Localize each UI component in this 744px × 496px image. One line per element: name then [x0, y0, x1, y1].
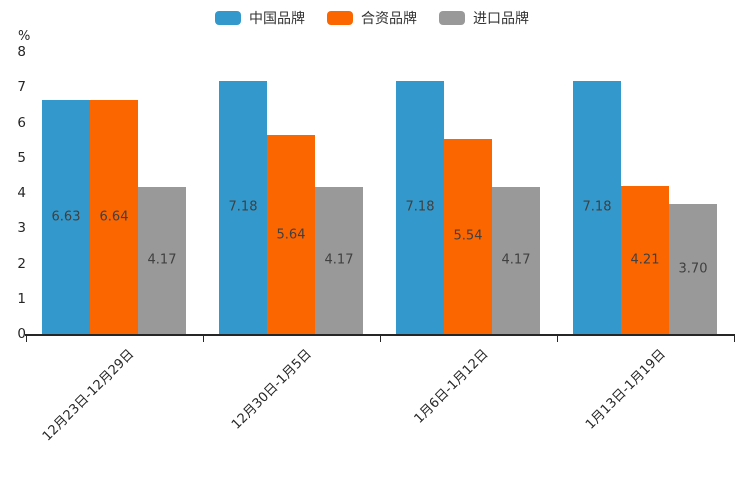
- y-tick-label: 3: [17, 220, 26, 237]
- legend-swatch-icon: [215, 11, 241, 25]
- legend-item-1[interactable]: 合资品牌: [327, 8, 417, 28]
- bar-value-label: 4.17: [501, 252, 531, 268]
- bar-value-label: 5.54: [453, 228, 483, 244]
- x-category-label: 12月23日-12月29日: [39, 346, 138, 445]
- bar-value-label: 4.21: [630, 252, 660, 268]
- legend: 中国品牌 合资品牌 进口品牌: [0, 8, 744, 28]
- bar-value-label: 4.17: [147, 252, 177, 268]
- bar-中国品牌-1[interactable]: 7.18: [219, 80, 267, 334]
- x-axis-tick: [379, 336, 381, 342]
- bar-value-label: 7.18: [228, 199, 258, 215]
- bar-中国品牌-2[interactable]: 7.18: [396, 80, 444, 334]
- bar-value-label: 4.17: [324, 252, 354, 268]
- bar-value-label: 6.64: [99, 209, 129, 225]
- bar-进口品牌-1[interactable]: 4.17: [315, 187, 363, 334]
- y-tick-label: 5: [17, 149, 26, 166]
- y-tick-label: 1: [17, 290, 26, 307]
- bar-value-label: 7.18: [582, 199, 612, 215]
- x-category-label: 1月6日-1月12日: [411, 346, 492, 427]
- bar-中国品牌-0[interactable]: 6.63: [42, 100, 90, 334]
- y-axis-unit-label: %: [18, 29, 31, 44]
- bar-进口品牌-2[interactable]: 4.17: [492, 187, 540, 334]
- legend-swatch-icon: [439, 11, 465, 25]
- bar-中国品牌-3[interactable]: 7.18: [573, 80, 621, 334]
- x-axis-tick: [733, 336, 735, 342]
- x-category-label: 1月13日-1月19日: [582, 346, 669, 433]
- bar-value-label: 6.63: [51, 209, 81, 225]
- legend-item-2[interactable]: 进口品牌: [439, 8, 529, 28]
- y-tick-label: 8: [17, 44, 26, 60]
- x-category-label: 12月30日-1月5日: [228, 346, 315, 433]
- legend-item-label: 合资品牌: [361, 11, 417, 27]
- bar-进口品牌-0[interactable]: 4.17: [138, 187, 186, 334]
- bar-合资品牌-3[interactable]: 4.21: [621, 185, 669, 334]
- bar-合资品牌-1[interactable]: 5.64: [267, 135, 315, 334]
- x-axis-line: [25, 334, 735, 336]
- y-tick-label: 0: [17, 326, 26, 342]
- y-tick-label: 6: [17, 114, 26, 131]
- bar-合资品牌-0[interactable]: 6.64: [90, 99, 138, 334]
- bar-进口品牌-3[interactable]: 3.70: [669, 203, 717, 334]
- x-axis-tick: [202, 336, 204, 342]
- y-tick-label: 4: [17, 185, 26, 201]
- legend-swatch-icon: [327, 11, 353, 25]
- legend-item-label: 中国品牌: [249, 11, 305, 27]
- y-tick-label: 7: [17, 79, 26, 96]
- bar-value-label: 3.70: [678, 261, 708, 277]
- bar-合资品牌-2[interactable]: 5.54: [444, 138, 492, 334]
- bar-value-label: 7.18: [405, 199, 435, 215]
- x-axis-tick: [556, 336, 558, 342]
- x-axis-tick: [25, 336, 27, 342]
- bar-value-label: 5.64: [276, 227, 306, 243]
- legend-item-label: 进口品牌: [473, 11, 529, 27]
- y-tick-label: 2: [17, 255, 26, 272]
- legend-item-0[interactable]: 中国品牌: [215, 8, 305, 28]
